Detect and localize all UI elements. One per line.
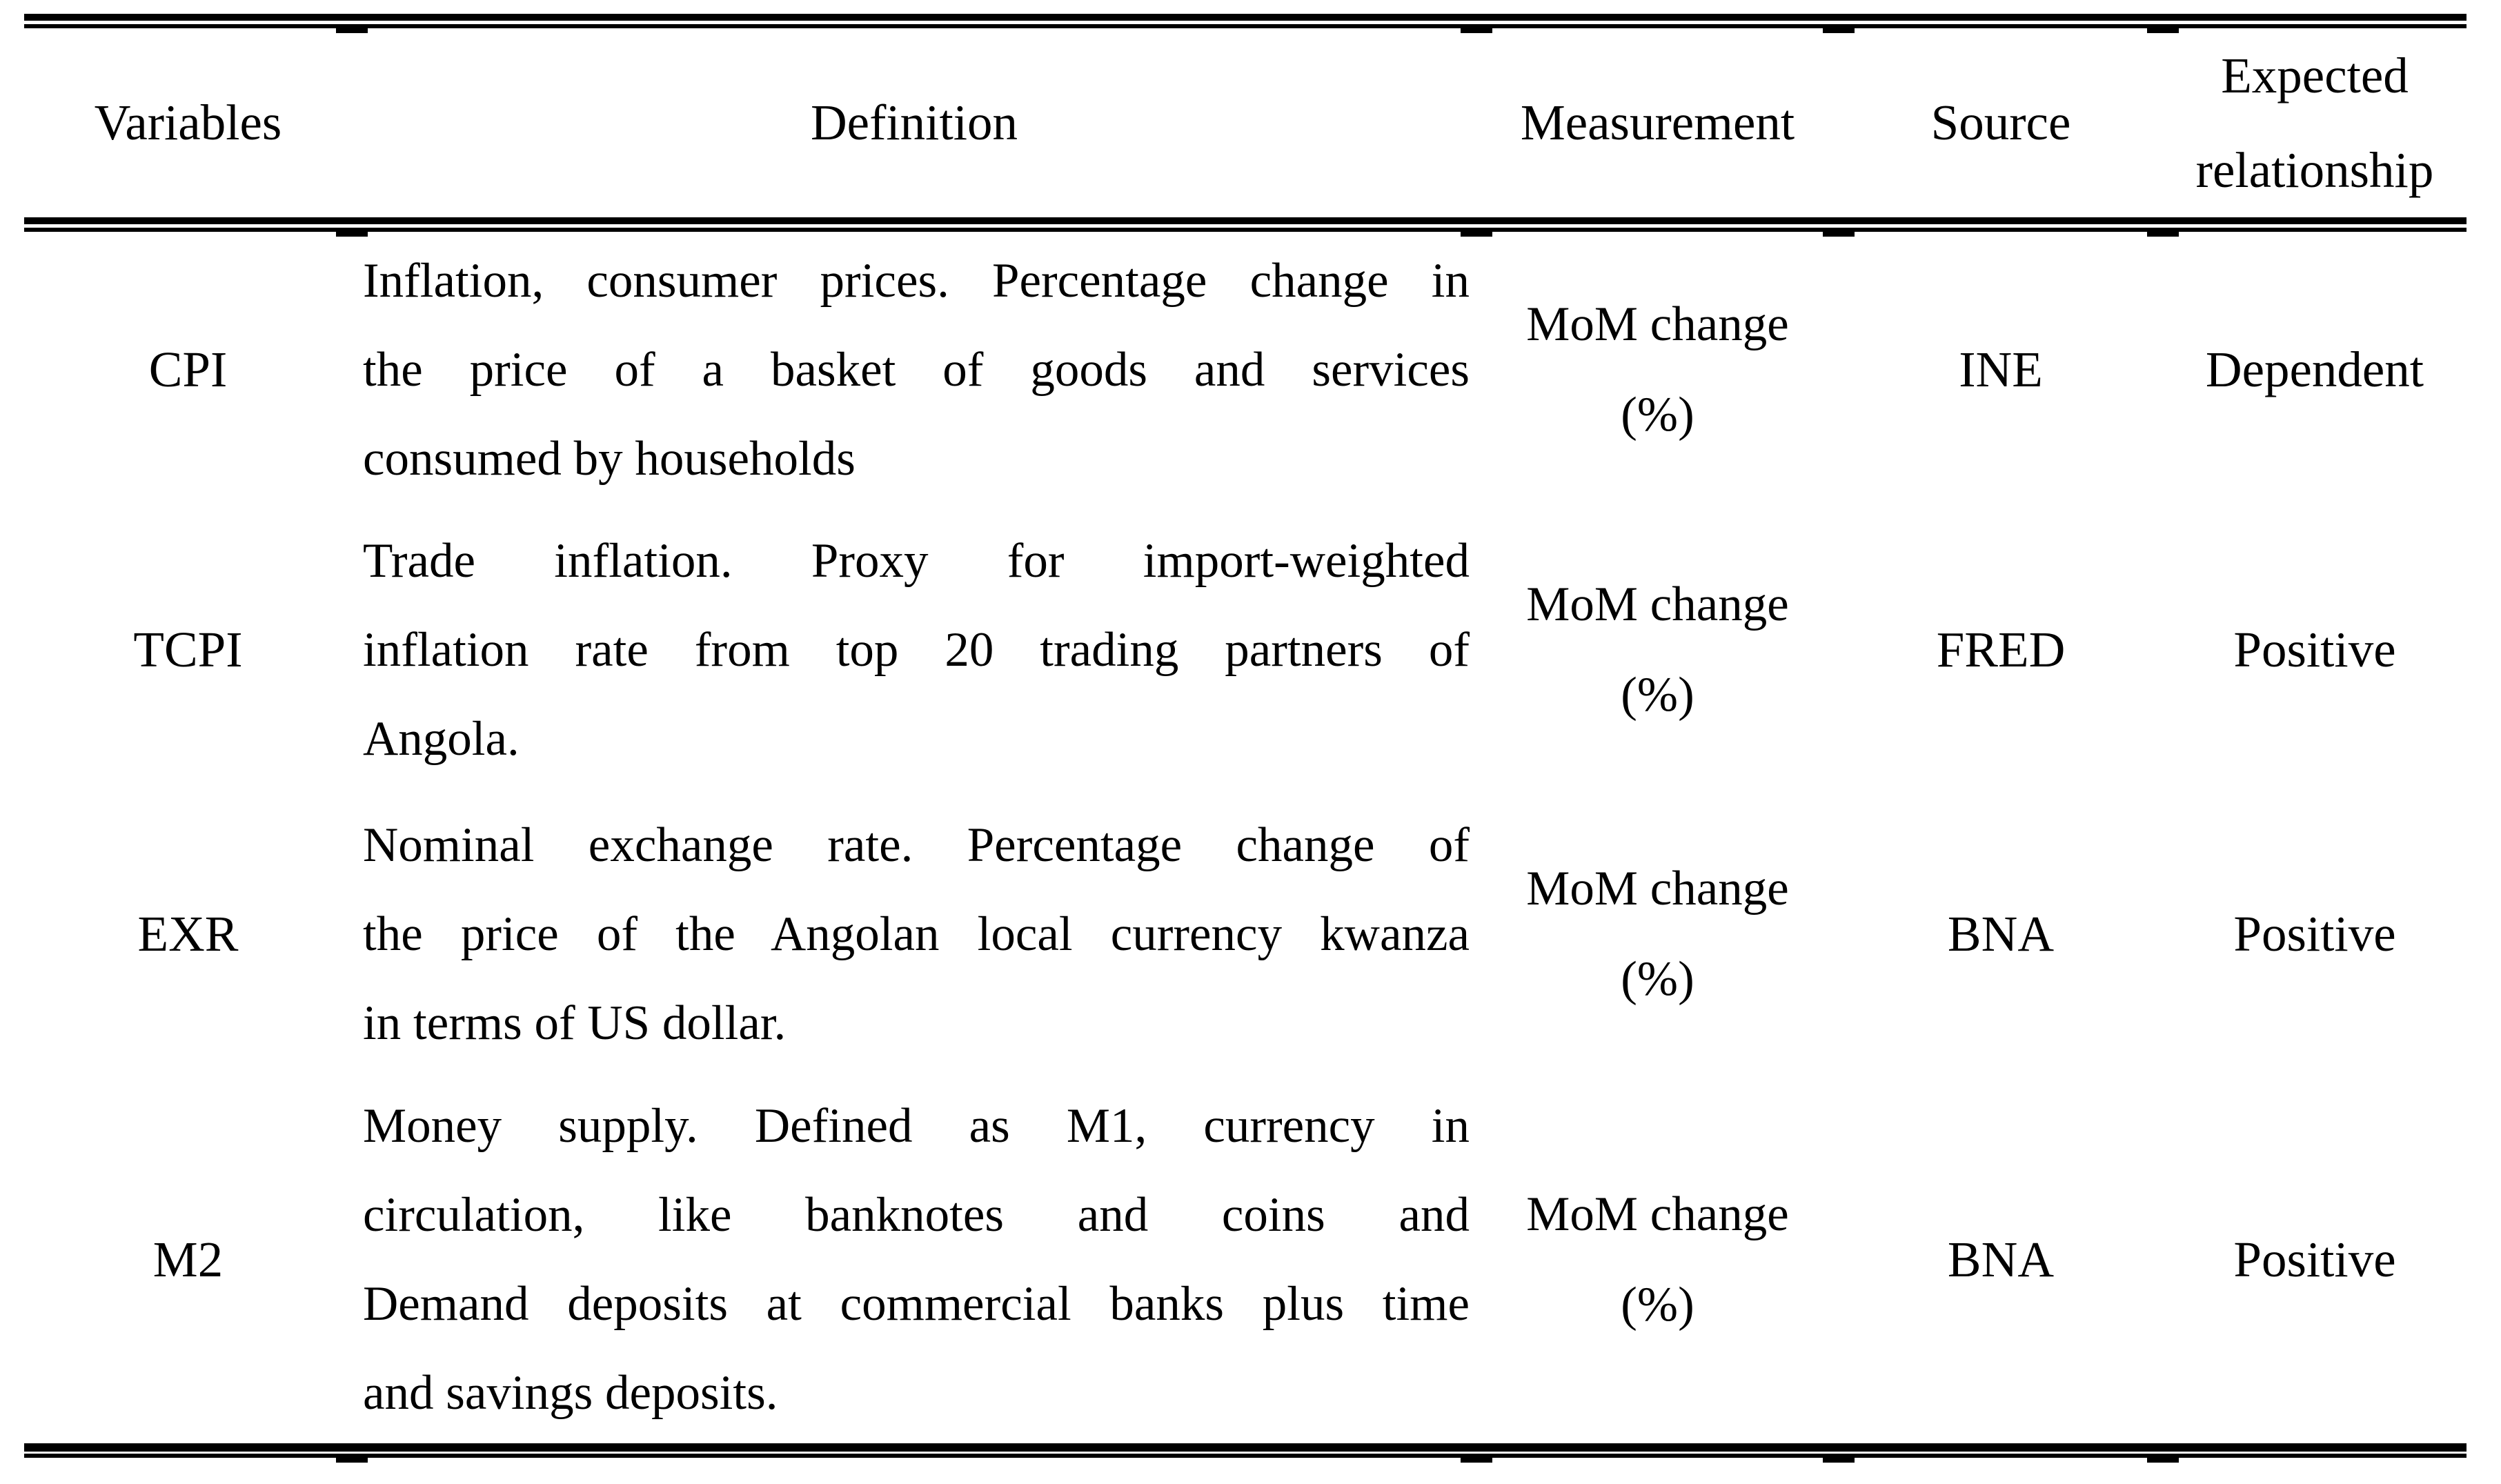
table-row-m2: M2 Money supply. Defined as M1, currency… [24, 1076, 2467, 1443]
variable-cell: EXR [137, 906, 239, 962]
definition-line: consumed by households [363, 431, 856, 486]
variable-cell: M2 [152, 1231, 224, 1287]
column-boundary-tick [1823, 1458, 1855, 1463]
table-row-tcpi: TCPI Trade inflation. Proxy for import-w… [24, 508, 2467, 792]
definition-line: Angola. [363, 711, 520, 766]
source-cell: FRED [1936, 622, 2066, 677]
table-body-section: CPI Inflation, consumer prices. Percenta… [24, 232, 2467, 1443]
definition-line: and savings deposits. [363, 1366, 778, 1420]
column-boundary-tick [1461, 1458, 1492, 1463]
definition-line: Nominal exchange rate. Percentage change… [363, 818, 1470, 872]
rule-bar [24, 1443, 2467, 1452]
expected-relationship-cell: Positive [2233, 622, 2396, 677]
table-bottom-rule [24, 1443, 2467, 1463]
definition-line: in terms of US dollar. [363, 996, 787, 1050]
header-separator-rule [24, 217, 2467, 237]
rule-bar [24, 14, 2467, 21]
column-boundary-tick [2147, 1458, 2179, 1463]
measurement-line1: MoM change [1526, 297, 1789, 351]
expected-line1: Expected [2221, 48, 2409, 103]
column-boundary-tick [336, 28, 368, 33]
measurement-cell: MoM change (%) [1476, 232, 1839, 508]
expected-relationship-cell: Dependent [2205, 342, 2424, 397]
measurement-line2: (%) [1621, 1278, 1694, 1332]
measurement-line2: (%) [1621, 668, 1694, 722]
definition-cell: Inflation, consumer prices. Percentage c… [352, 232, 1476, 508]
variable-cell: TCPI [133, 622, 243, 677]
definition-line: Demand deposits at commercial banks plus… [363, 1277, 1470, 1331]
header-row: Variables Definition Measurement Source … [24, 28, 2467, 217]
col-header-definition: Definition [810, 95, 1018, 150]
expected-line2: relationship [2195, 142, 2434, 198]
expected-relationship-cell: Positive [2233, 1231, 2396, 1287]
table-row-cpi: CPI Inflation, consumer prices. Percenta… [24, 232, 2467, 508]
definition-line: Trade inflation. Proxy for import-weight… [363, 533, 1470, 588]
variable-cell: CPI [148, 342, 228, 397]
rule-bar [24, 228, 2467, 232]
column-boundary-tick [1823, 28, 1855, 33]
column-boundary-tick [336, 232, 368, 237]
column-boundary-tick [1461, 28, 1492, 33]
measurement-cell: MoM change (%) [1476, 508, 1839, 792]
column-boundary-tick [2147, 28, 2179, 33]
definition-cell: Money supply. Defined as M1, currency in… [352, 1076, 1476, 1443]
table-row-exr: EXR Nominal exchange rate. Percentage ch… [24, 792, 2467, 1076]
measurement-cell: MoM change (%) [1476, 1076, 1839, 1443]
column-boundary-tick [1461, 232, 1492, 237]
column-boundary-tick [1823, 232, 1855, 237]
definition-line: the price of the Angolan local currency … [363, 907, 1470, 961]
measurement-line2: (%) [1621, 952, 1694, 1006]
definition-cell: Trade inflation. Proxy for import-weight… [352, 508, 1476, 792]
expected-relationship-cell: Positive [2233, 906, 2396, 962]
col-header-expected-relationship: Expected relationship [2163, 28, 2467, 217]
table-header-section: Variables Definition Measurement Source … [24, 28, 2467, 217]
measurement-cell: MoM change (%) [1476, 792, 1839, 1076]
measurement-line1: MoM change [1526, 577, 1789, 631]
measurement-line2: (%) [1621, 388, 1694, 442]
rule-bar [24, 1454, 2467, 1458]
rule-bar [24, 24, 2467, 28]
column-boundary-tick [2147, 232, 2179, 237]
definition-line: Money supply. Defined as M1, currency in [363, 1099, 1470, 1153]
source-cell: BNA [1947, 906, 2055, 962]
definition-line: the price of a basket of goods and servi… [363, 342, 1470, 397]
column-boundary-tick [336, 1458, 368, 1463]
rule-bar [24, 217, 2467, 224]
variables-definition-table: Variables Definition Measurement Source … [24, 14, 2467, 1463]
definition-line: inflation rate from top 20 trading partn… [363, 622, 1470, 677]
definition-line: Inflation, consumer prices. Percentage c… [363, 253, 1470, 308]
measurement-line1: MoM change [1526, 862, 1789, 916]
col-header-measurement: Measurement [1520, 95, 1795, 150]
table-top-rule [24, 14, 2467, 33]
source-cell: BNA [1947, 1231, 2055, 1287]
col-header-variables: Variables [94, 95, 282, 150]
definition-line: circulation, like banknotes and coins an… [363, 1188, 1470, 1242]
source-cell: INE [1959, 342, 2043, 397]
definition-cell: Nominal exchange rate. Percentage change… [352, 792, 1476, 1076]
col-header-source: Source [1930, 95, 2071, 150]
measurement-line1: MoM change [1526, 1187, 1789, 1241]
